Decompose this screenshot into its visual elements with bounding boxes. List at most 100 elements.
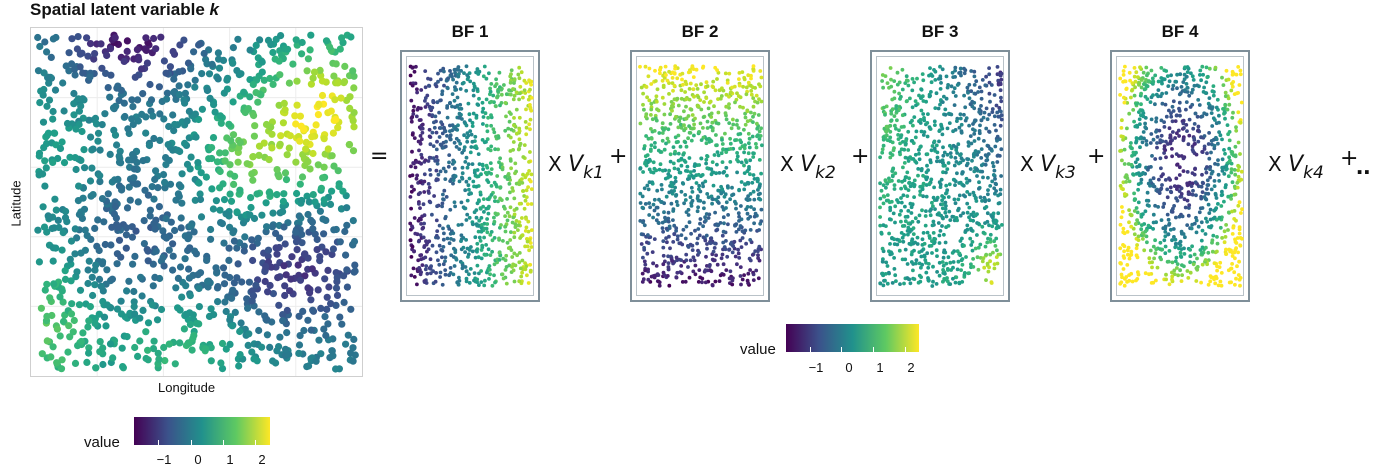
bf-point <box>466 255 470 259</box>
bf-point <box>655 188 660 193</box>
bf-point <box>492 273 496 278</box>
bf-point <box>525 172 530 176</box>
latent-point <box>314 161 322 169</box>
bf-point <box>450 74 454 79</box>
latent-point <box>169 252 177 260</box>
bf-point <box>453 85 457 90</box>
bf-point <box>972 74 977 79</box>
bf-point <box>987 198 991 203</box>
bf-point <box>671 207 676 212</box>
bf-point <box>748 192 753 196</box>
latent-point <box>71 250 79 258</box>
bf-point <box>921 173 925 178</box>
bf-point <box>1198 68 1203 73</box>
bf-point <box>477 271 481 276</box>
bf-point <box>715 162 719 167</box>
bf-point <box>736 126 741 130</box>
latent-point <box>151 225 159 233</box>
bf-point <box>759 207 764 212</box>
bf-point <box>512 93 517 98</box>
bf-point <box>676 167 681 172</box>
bf-point <box>931 195 936 200</box>
latent-point <box>41 38 49 46</box>
bf-point <box>974 79 979 84</box>
bf-point <box>511 140 516 144</box>
latent-point <box>92 364 100 372</box>
bf-point <box>419 222 423 226</box>
bf-point <box>1205 151 1209 156</box>
bf-point <box>965 180 969 185</box>
latent-point <box>47 353 55 361</box>
bf-point <box>471 93 476 98</box>
bf-point <box>709 115 714 119</box>
bf-point <box>990 214 994 219</box>
bf-point <box>913 216 918 221</box>
bf-point <box>1186 142 1191 147</box>
bf-point <box>953 156 958 160</box>
bf2-scatter <box>638 64 764 288</box>
bf-point <box>437 223 442 228</box>
bf-point <box>739 204 743 208</box>
bf-point <box>1229 197 1233 201</box>
latent-point <box>249 292 258 300</box>
bf-point <box>752 197 757 202</box>
bf-point <box>670 70 675 75</box>
latent-point <box>123 37 131 45</box>
latent-point <box>183 117 191 125</box>
bf-point <box>1200 114 1205 119</box>
latent-point <box>206 94 214 102</box>
bf-point <box>701 224 705 229</box>
bf-point <box>909 260 914 264</box>
bf-point <box>1125 176 1130 181</box>
bf-point <box>955 151 959 155</box>
latent-point <box>230 279 238 287</box>
latent-point <box>140 240 148 248</box>
bf-point <box>992 220 996 225</box>
bf-point <box>529 108 534 113</box>
bf-point <box>417 202 421 206</box>
bf-point <box>434 147 439 152</box>
bf-point <box>682 158 687 163</box>
bf-point <box>434 130 439 135</box>
bf-point <box>902 161 907 165</box>
bf-point <box>1125 263 1130 267</box>
latent-point <box>283 306 291 315</box>
bf-point <box>995 134 1000 139</box>
latent-point <box>70 65 78 73</box>
bf-point <box>1147 204 1151 208</box>
latent-point <box>226 161 234 169</box>
bf-point <box>899 200 904 205</box>
bf-point <box>744 160 749 164</box>
bf-point <box>1151 93 1155 97</box>
bf-point <box>520 233 525 238</box>
bf-point <box>994 103 999 108</box>
bf-point <box>941 170 945 175</box>
bf-point <box>1177 189 1182 194</box>
bf-point <box>734 206 738 211</box>
bf-point <box>711 85 716 90</box>
latent-point <box>349 217 357 225</box>
bf-point <box>1162 238 1167 243</box>
bf-point <box>751 278 756 282</box>
latent-point <box>36 99 44 107</box>
bf-point <box>423 158 428 163</box>
latent-point <box>162 69 170 77</box>
bf-point <box>1167 249 1172 253</box>
bf-point <box>968 134 973 138</box>
bf-point <box>450 123 455 128</box>
latent-point <box>54 154 62 163</box>
main-title-prefix: Spatial latent variable <box>30 0 210 19</box>
bf-point <box>737 83 742 88</box>
bf-point <box>683 140 688 145</box>
latent-point <box>225 244 233 252</box>
bf-point <box>1151 244 1156 249</box>
bf-point <box>967 215 971 220</box>
bf-point <box>999 109 1003 114</box>
latent-point <box>78 49 86 57</box>
bf-point <box>430 212 434 217</box>
bf-point <box>679 233 684 238</box>
bf-point <box>906 225 911 230</box>
bf-point <box>979 156 984 160</box>
bf-point <box>735 118 739 123</box>
bf-point <box>1234 125 1238 130</box>
